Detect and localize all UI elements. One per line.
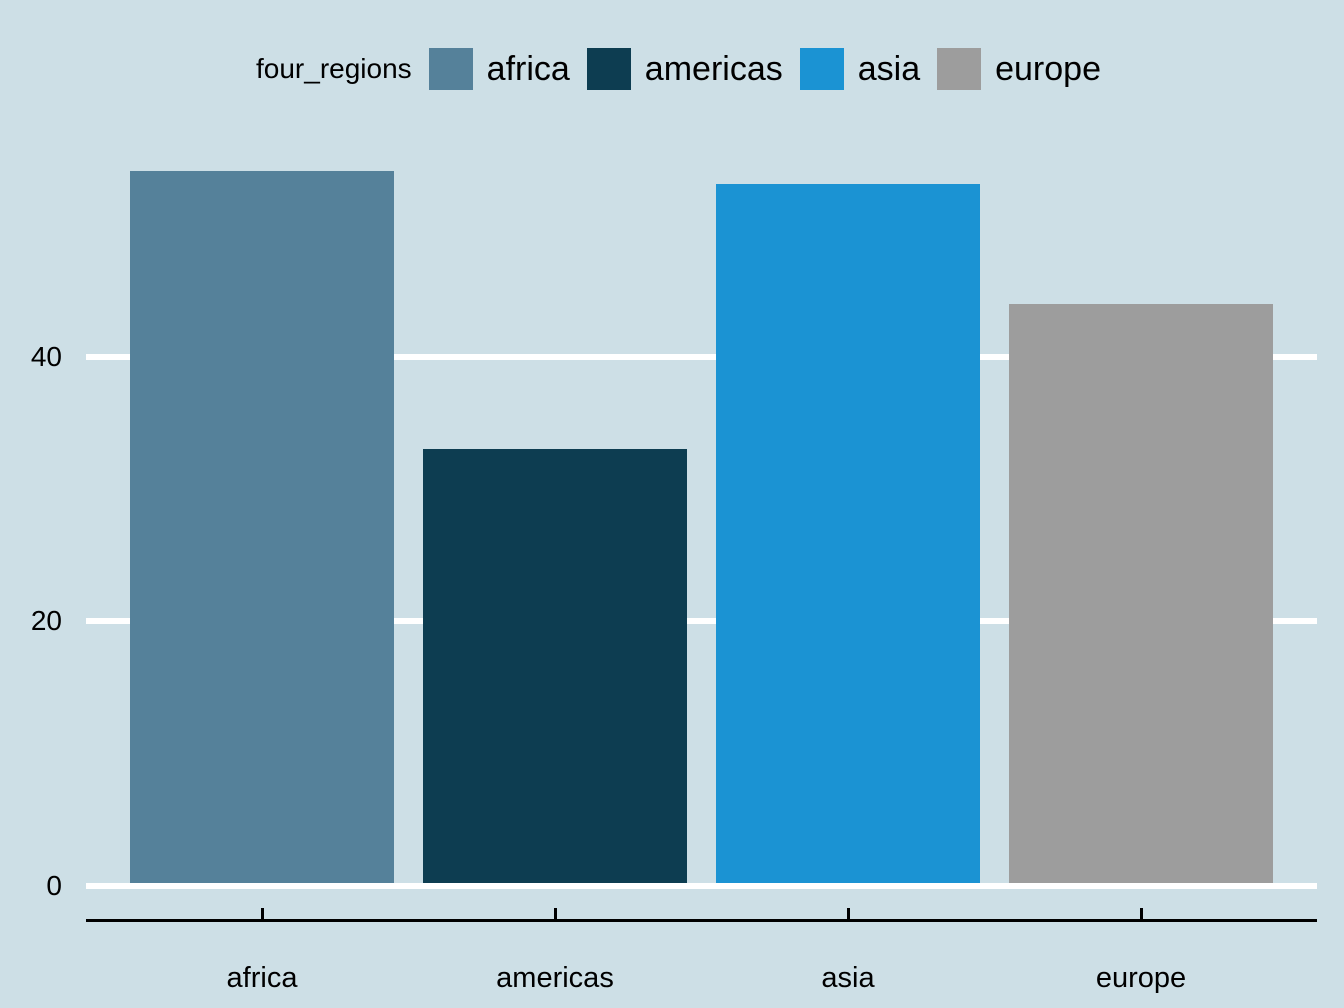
y-tick-label-20: 20: [30, 605, 62, 637]
legend-swatch-africa: [428, 48, 473, 90]
legend-item-asia: asia: [799, 48, 921, 90]
bar-africa: [130, 171, 394, 883]
legend-item-africa: africa: [428, 48, 570, 90]
x-tick-label-africa: africa: [226, 962, 298, 994]
legend-label-asia: asia: [857, 49, 921, 88]
bar-europe: [1009, 304, 1273, 883]
legend-swatch-americas: [586, 48, 631, 90]
legend-title: four_regions: [256, 53, 412, 84]
legend-item-europe: europe: [937, 48, 1101, 90]
bar-americas: [423, 449, 687, 883]
y-tick-label-0: 0: [46, 870, 62, 901]
x-tick-label-europe: europe: [1095, 962, 1187, 994]
legend-swatch-europe: [937, 48, 982, 90]
x-tick-label-asia: asia: [821, 962, 875, 994]
legend-label-europe: europe: [995, 49, 1101, 88]
legend: four_regions africa americas asia europe: [256, 44, 1101, 94]
x-tick-americas: [553, 908, 557, 920]
x-tick-label-americas: americas: [496, 962, 614, 994]
legend-label-africa: africa: [486, 49, 570, 88]
legend-label-americas: americas: [644, 49, 783, 88]
x-tick-europe: [1139, 908, 1143, 920]
x-tick-africa: [260, 908, 264, 920]
gridline-40: [86, 353, 1317, 360]
x-tick-asia: [846, 908, 850, 920]
legend-swatch-asia: [799, 48, 844, 90]
gridline-0: [86, 883, 1317, 889]
bar-asia: [716, 184, 980, 883]
x-axis-line: [86, 919, 1317, 922]
legend-item-americas: americas: [586, 48, 783, 90]
gridline-20: [86, 618, 1317, 625]
y-tick-label-40: 40: [30, 340, 62, 372]
